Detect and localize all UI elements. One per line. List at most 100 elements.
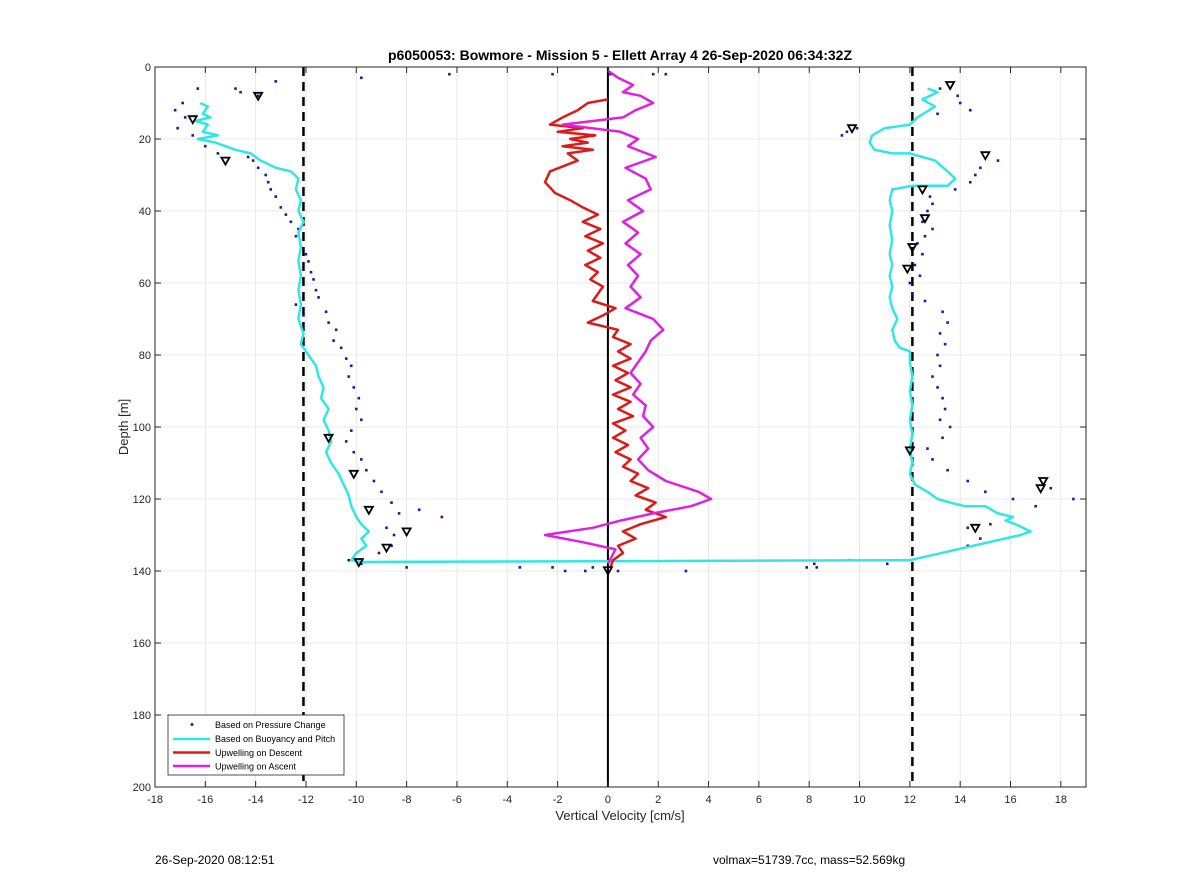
pressure-data-point bbox=[996, 159, 1000, 162]
descent-line bbox=[543, 98, 668, 568]
pressure-data-point bbox=[551, 72, 554, 76]
pressure-data-point bbox=[239, 90, 242, 94]
y-tick-label: 180 bbox=[133, 710, 151, 722]
y-tick-label: 80 bbox=[139, 350, 151, 362]
timestamp-footer: 26-Sep-2020 08:12:51 bbox=[155, 853, 275, 867]
pressure-data-point bbox=[380, 490, 383, 494]
pressure-data-point bbox=[274, 195, 278, 198]
triangle-marker bbox=[969, 523, 981, 534]
pressure-data-point bbox=[946, 468, 949, 472]
y-tick-label: 200 bbox=[133, 782, 151, 794]
pressure-data-point bbox=[928, 195, 932, 198]
pressure-data-point bbox=[234, 87, 237, 90]
x-tick-label: 12 bbox=[904, 794, 916, 806]
pressure-data-point bbox=[563, 569, 567, 573]
pressure-data-point bbox=[302, 314, 305, 317]
pressure-data-point bbox=[173, 108, 177, 112]
pressure-data-point bbox=[966, 526, 970, 530]
legend-label: Upwelling on Ascent bbox=[215, 762, 297, 772]
x-tick-label: -2 bbox=[553, 794, 563, 806]
pressure-data-point bbox=[911, 292, 914, 296]
pressure-data-point bbox=[390, 544, 393, 548]
pressure-data-point bbox=[609, 72, 612, 76]
x-tick-label: -12 bbox=[298, 794, 314, 806]
pressure-data-point bbox=[405, 566, 408, 569]
triangle-marker bbox=[219, 156, 232, 167]
pressure-data-point bbox=[390, 501, 393, 504]
pressure-data-point bbox=[347, 375, 351, 378]
pressure-data-point bbox=[918, 274, 922, 278]
pressure-data-point bbox=[845, 130, 849, 134]
pressure-data-point bbox=[279, 206, 283, 209]
pressure-data-point bbox=[314, 288, 318, 292]
pressure-data-point bbox=[347, 558, 351, 562]
triangle-marker bbox=[1037, 477, 1049, 487]
pressure-data-point bbox=[931, 375, 934, 378]
series-layer bbox=[173, 69, 1075, 573]
pressure-data-point bbox=[377, 551, 381, 555]
x-tick-label: -4 bbox=[502, 794, 512, 806]
x-tick-label: -16 bbox=[197, 794, 213, 806]
pressure-data-point bbox=[176, 126, 179, 130]
pressure-data-point bbox=[938, 332, 942, 335]
pressure-data-point bbox=[365, 468, 368, 472]
pressure-data-point bbox=[317, 296, 320, 299]
pressure-data-point bbox=[339, 346, 343, 350]
x-tick-label: 14 bbox=[954, 794, 966, 806]
pressure-data-point bbox=[913, 263, 917, 267]
pressure-data-point bbox=[989, 522, 992, 526]
pressure-data-point bbox=[289, 220, 293, 224]
pressure-data-point bbox=[921, 220, 924, 224]
pressure-data-point bbox=[349, 364, 353, 368]
pressure-data-point bbox=[334, 328, 338, 332]
pressure-data-point bbox=[684, 569, 688, 573]
pressure-data-point bbox=[936, 112, 939, 116]
pressure-data-point bbox=[812, 562, 816, 566]
pressure-data-point bbox=[344, 357, 348, 360]
pressure-data-point bbox=[274, 80, 278, 83]
pressure-data-point bbox=[264, 173, 268, 177]
pressure-data-point bbox=[840, 134, 844, 137]
pressure-data-point bbox=[815, 566, 819, 569]
triangle-marker bbox=[979, 151, 991, 162]
pressure-data-point bbox=[518, 566, 522, 569]
ascent-line bbox=[543, 69, 713, 565]
pressure-data-point bbox=[956, 94, 959, 98]
legend-item: Upwelling on Ascent bbox=[173, 762, 297, 772]
pressure-data-point bbox=[923, 234, 927, 238]
triangle-marker bbox=[944, 81, 956, 91]
y-tick-label: 140 bbox=[133, 566, 151, 578]
pressure-data-point bbox=[269, 188, 273, 191]
x-tick-label: 10 bbox=[853, 794, 865, 806]
pressure-data-point bbox=[417, 508, 421, 512]
pressure-data-point bbox=[943, 407, 947, 411]
pressure-data-point bbox=[312, 278, 315, 281]
pressure-data-point bbox=[251, 159, 255, 162]
x-tick-label: 18 bbox=[1055, 794, 1067, 806]
pressure-data-point bbox=[1034, 504, 1037, 508]
pressure-data-point bbox=[357, 396, 361, 400]
pressure-data-point bbox=[936, 386, 939, 389]
pressure-data-point bbox=[923, 299, 927, 303]
pressure-data-point bbox=[181, 101, 184, 105]
pressure-data-point bbox=[938, 418, 942, 422]
pressure-data-point bbox=[256, 166, 260, 170]
pressure-data-point bbox=[354, 407, 358, 411]
triangle-marker bbox=[401, 527, 413, 538]
pressure-data-point bbox=[938, 87, 942, 90]
y-tick-label: 160 bbox=[133, 638, 151, 650]
buoyancy-line bbox=[194, 87, 1032, 564]
pressure-data-point bbox=[266, 180, 270, 184]
pressure-data-point bbox=[931, 202, 934, 206]
pressure-data-point bbox=[191, 134, 195, 137]
pressure-data-point bbox=[440, 515, 444, 519]
pressure-data-point bbox=[941, 310, 944, 314]
pressure-data-point bbox=[664, 72, 668, 76]
x-tick-label: -6 bbox=[452, 794, 462, 806]
pressure-data-point bbox=[943, 342, 947, 346]
triangle-marker bbox=[187, 115, 199, 126]
pressure-data-point bbox=[973, 173, 977, 177]
pressure-data-point bbox=[931, 227, 934, 231]
chart-title: p6050053: Bowmore - Mission 5 - Ellett A… bbox=[388, 47, 852, 63]
pressure-data-point bbox=[344, 440, 348, 443]
